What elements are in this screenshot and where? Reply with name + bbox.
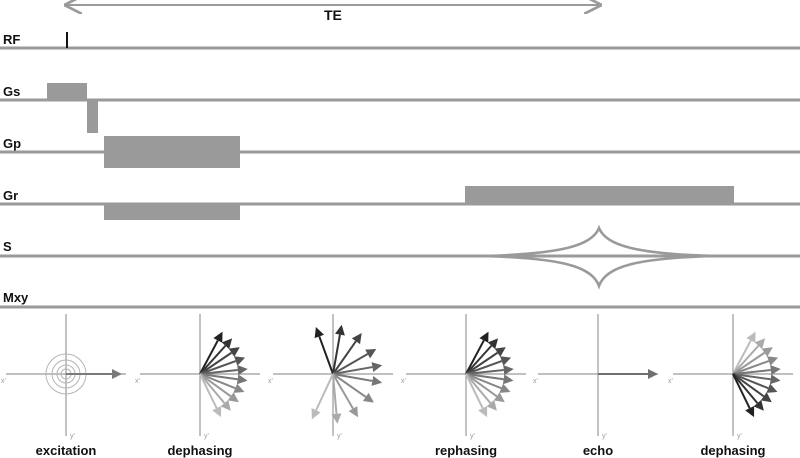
y-axis-label: y'	[337, 433, 342, 440]
spin-vector-6	[332, 373, 374, 403]
caption-echo: echo	[583, 443, 613, 458]
caption-excitation: excitation	[36, 443, 97, 458]
te-label: TE	[324, 7, 342, 23]
y-axis-label: y'	[737, 433, 742, 440]
spin-vector-8	[199, 373, 231, 411]
caption-dephasing-1: dephasing	[167, 443, 232, 458]
gs-rephase-lobe	[87, 100, 98, 133]
spin-vector-1	[732, 338, 766, 375]
y-axis-label: y'	[204, 433, 209, 440]
caption-rephasing: rephasing	[435, 443, 497, 458]
x-axis-label: x'	[135, 378, 140, 385]
row-mxy: Mxy	[0, 290, 800, 309]
spin-vector-9	[311, 373, 334, 420]
y-axis-label: y'	[470, 433, 475, 440]
spin-vector-5	[332, 373, 383, 386]
te-span: TE	[66, 5, 600, 23]
spin-vector-6	[199, 373, 245, 393]
spin-vector-4	[332, 362, 383, 375]
spin-vector-9	[732, 373, 755, 418]
spin-vector-7	[199, 373, 239, 403]
refocused-vector	[598, 369, 658, 379]
spin-vector-9	[199, 373, 222, 418]
row-gr: Gr	[0, 186, 800, 220]
spin-vector-1	[465, 338, 499, 375]
spin-vector-0	[199, 331, 223, 375]
phase-panels: x' y' x' y' x' y' x' y' x' y' x' y'	[1, 314, 793, 440]
spin-vector-7	[465, 373, 505, 403]
spin-vector-5	[199, 373, 248, 385]
row-label-gs: Gs	[3, 84, 20, 99]
spin-vector-4	[199, 365, 248, 376]
gs-slice-select-lobe	[47, 83, 87, 100]
spin-vector-1	[199, 338, 233, 375]
spin-vector-5	[465, 373, 514, 385]
echo-signal-envelope	[481, 224, 717, 290]
spin-vector-4	[732, 365, 781, 376]
spin-vector-3	[732, 356, 779, 375]
spin-vector-3	[199, 356, 246, 375]
spin-vector-9	[465, 373, 488, 418]
gr-readout-lobe	[465, 186, 734, 204]
spin-vector-2	[199, 347, 240, 375]
spin-vector-8	[732, 373, 764, 411]
phase-panel-spread: x' y'	[268, 314, 393, 440]
y-axis-label: y'	[602, 433, 607, 440]
spin-vector-0	[465, 331, 489, 375]
row-gs: Gs	[0, 83, 800, 133]
gp-phase-encode-lobe	[104, 136, 240, 168]
phase-panel-dephasing-1: x' y'	[135, 314, 260, 440]
phase-panel-echo: x' y'	[533, 314, 658, 440]
row-label-s: S	[3, 239, 12, 254]
x-axis-label: x'	[401, 378, 406, 385]
x-axis-label: x'	[1, 378, 6, 385]
spin-vector-2	[732, 347, 773, 375]
row-label-mxy: Mxy	[3, 290, 29, 305]
spin-vector-7	[332, 373, 358, 418]
x-axis-label: x'	[533, 378, 538, 385]
spin-vector-4	[465, 365, 514, 376]
spin-vector-0	[732, 331, 756, 375]
spin-vector-6	[465, 373, 511, 393]
x-axis-label: x'	[668, 378, 673, 385]
spin-vector-8	[331, 373, 342, 424]
phase-panel-excitation: x' y'	[1, 314, 126, 440]
x-axis-label: x'	[268, 378, 273, 385]
phase-captions: excitation dephasing rephasing echo deph…	[36, 443, 766, 458]
spin-vector-3	[332, 349, 377, 375]
spin-vector-2	[465, 347, 506, 375]
row-gp: Gp	[0, 136, 800, 168]
y-axis-label: y'	[70, 433, 75, 440]
spin-vector-5	[732, 373, 781, 385]
caption-dephasing-2: dephasing	[700, 443, 765, 458]
row-s: S	[0, 224, 800, 290]
spin-vector-8	[465, 373, 497, 411]
spin-vector-6	[732, 373, 778, 393]
spin-vector-0	[314, 327, 334, 375]
row-rf: RF	[0, 32, 800, 50]
row-label-gr: Gr	[3, 188, 18, 203]
spin-vector-7	[732, 373, 772, 403]
spin-vector-3	[465, 356, 512, 375]
gr-dephase-lobe	[104, 204, 240, 220]
phase-panel-rephasing: x' y'	[401, 314, 526, 440]
row-label-rf: RF	[3, 32, 20, 47]
magnetization-vector	[66, 369, 122, 379]
row-label-gp: Gp	[3, 136, 21, 151]
phase-panel-dephasing-2: x' y'	[668, 314, 793, 440]
spin-vector-2	[332, 333, 362, 375]
spin-vector-1	[332, 324, 345, 375]
